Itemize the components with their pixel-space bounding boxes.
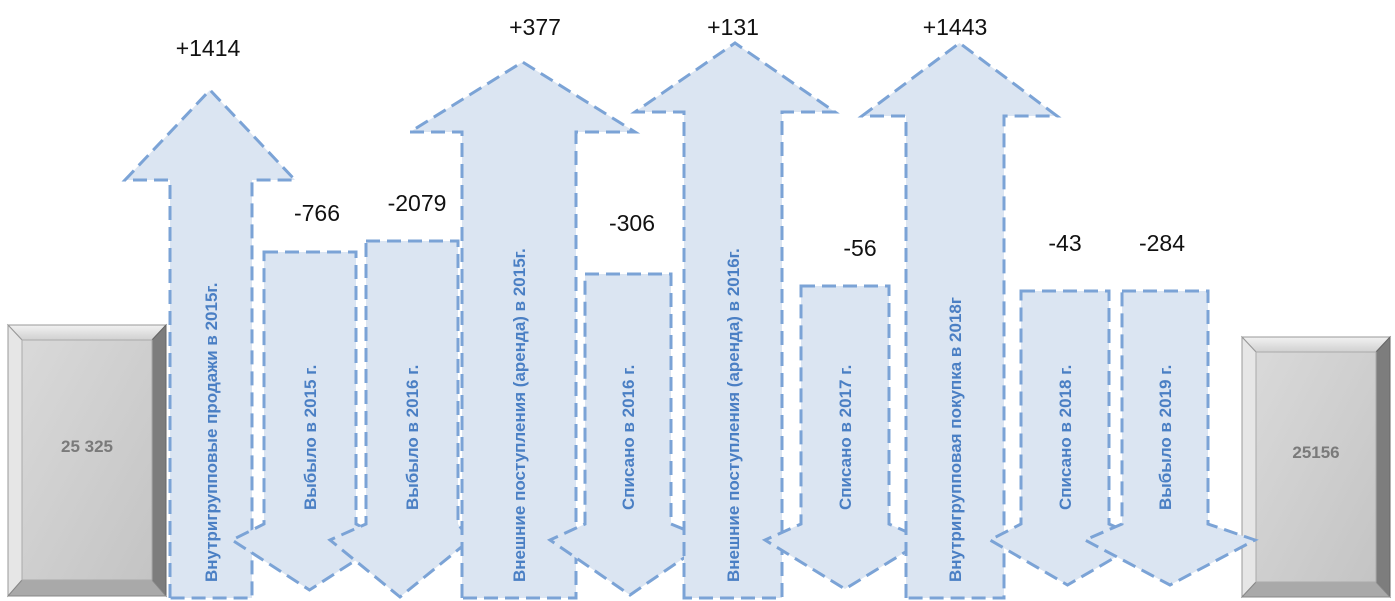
flow-arrow-9: Списано в 2018 г. -43	[986, 230, 1149, 587]
end-box: 25156	[1240, 335, 1392, 599]
flow-label: Внешние поступления (аренда) в 2015г.	[510, 248, 529, 582]
flow-delta: -306	[609, 210, 655, 236]
flow-arrow-8: Внутригрупповая покупка в 2018г +1443	[857, 14, 1062, 600]
flow-label: Выбыло в 2019 г.	[1156, 365, 1175, 510]
flow-arrow-2: Выбыло в 2015 г. -766	[228, 200, 390, 592]
flow-arrow-1: Внутригрупповые продажи в 2015г. +1414	[121, 35, 299, 600]
flow-arrow-5: Списано в 2016 г. -306	[546, 210, 714, 597]
flow-delta: +377	[509, 14, 561, 40]
flow-delta: -43	[1048, 230, 1081, 256]
down-arrow-shape	[761, 284, 929, 591]
flow-delta: +1443	[923, 14, 988, 40]
flow-delta: +131	[707, 14, 759, 40]
flow-label: Внутригрупповая покупка в 2018г	[946, 297, 965, 582]
flow-delta: -766	[294, 200, 340, 226]
start-box: 25 325	[6, 323, 168, 598]
end-box-value: 25156	[1292, 443, 1339, 462]
flow-label: Списано в 2017 г.	[836, 365, 855, 510]
flow-arrow-10: Выбыло в 2019 г. -284	[1081, 230, 1259, 587]
up-arrow-shape	[121, 87, 299, 600]
start-box-value: 25 325	[61, 437, 113, 456]
down-arrow-shape	[986, 289, 1149, 587]
flow-arrow-3: Выбыло в 2016 г. -2079	[327, 190, 473, 599]
flow-arrow-7: Списано в 2017 г. -56	[761, 235, 929, 591]
up-arrow-shape	[630, 41, 840, 600]
flow-delta: -284	[1139, 230, 1185, 256]
flow-delta: -56	[843, 235, 876, 261]
down-arrow-shape	[228, 250, 390, 592]
flow-arrow-6: Внешние поступления (аренда) в 2016г. +13…	[630, 14, 840, 600]
flow-label: Выбыло в 2016 г.	[403, 365, 422, 510]
down-arrow-shape	[1081, 289, 1259, 587]
flow-arrows: Внутригрупповые продажи в 2015г. +1414 Выб…	[121, 14, 1259, 600]
flow-delta: -2079	[388, 190, 447, 216]
flow-label: Списано в 2016 г.	[619, 365, 638, 510]
down-arrow-shape	[546, 272, 714, 597]
flow-label: Внешние поступления (аренда) в 2016г.	[724, 248, 743, 582]
flow-arrow-4: Внешние поступления (аренда) в 2015г. +37…	[404, 14, 641, 600]
flow-label: Выбыло в 2015 г.	[301, 365, 320, 510]
flow-label: Внутригрупповые продажи в 2015г.	[202, 282, 221, 582]
flow-delta: +1414	[176, 35, 241, 61]
flow-label: Списано в 2018 г.	[1056, 365, 1075, 510]
down-arrow-shape	[327, 239, 473, 599]
up-arrow-shape	[404, 60, 641, 600]
up-arrow-shape	[857, 41, 1062, 600]
